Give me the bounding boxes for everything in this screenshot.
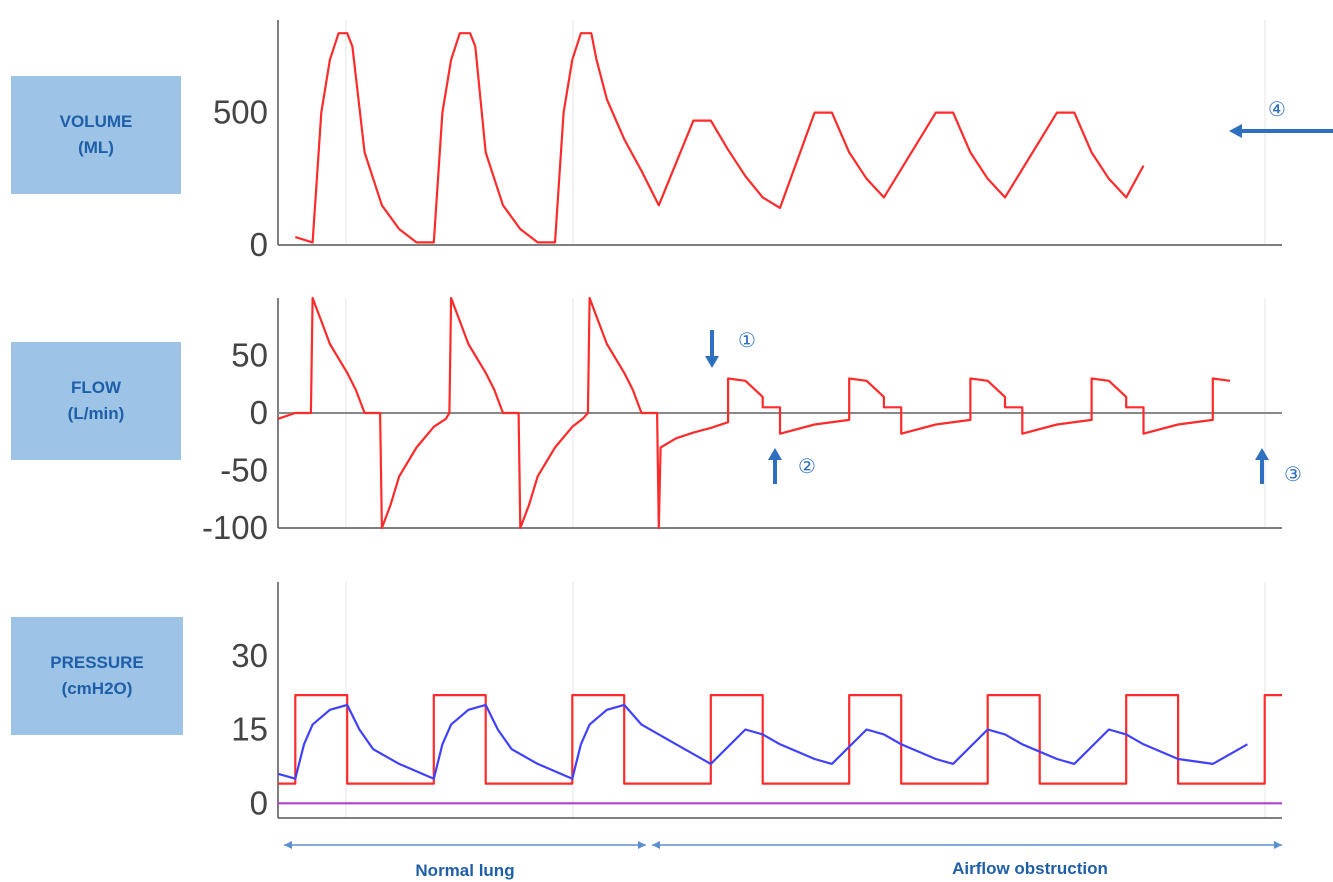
flow-label-line1: FLOW — [70, 377, 122, 397]
airflow-obstruction-label: Airflow obstruction — [952, 859, 1108, 878]
volume-label-box: VOLUME (ML) — [11, 76, 181, 194]
annotation-4: ④ — [1229, 97, 1333, 138]
flow-tick-label: 0 — [250, 394, 268, 431]
pressure-series-line-1 — [277, 703, 1248, 780]
annotation-2: ② — [768, 448, 816, 484]
pressure-tick-label: 15 — [231, 711, 268, 748]
flow-label-box: FLOW (L/min) — [11, 342, 181, 460]
annotation-1-label: ① — [738, 328, 756, 352]
volume-tick-label: 0 — [250, 226, 268, 263]
annotation-3: ③ — [1255, 448, 1302, 486]
pressure-label-line2: (cmH2O) — [61, 679, 133, 698]
annotation-3-label: ③ — [1284, 462, 1302, 486]
pressure-label-box: PRESSURE (cmH2O) — [11, 617, 183, 735]
volume-series-line-0 — [294, 32, 1145, 244]
series-layer — [277, 32, 1282, 805]
annotation-1: ① — [705, 328, 756, 368]
flow-tick-label: -100 — [202, 509, 268, 546]
normal-lung-label: Normal lung — [415, 861, 514, 880]
pressure-series-line-0 — [278, 694, 1282, 785]
volume-label-line2: (ML) — [78, 138, 114, 157]
annotation-4-label: ④ — [1268, 97, 1286, 121]
volume-tick-label: 500 — [213, 94, 268, 131]
pressure-tick-label: 30 — [231, 637, 268, 674]
volume-label-line1: VOLUME — [59, 111, 133, 131]
annotation-2-label: ② — [798, 454, 816, 478]
flow-tick-label: -50 — [220, 452, 268, 489]
normal-lung-range: Normal lung — [284, 841, 646, 880]
flow-tick-label: 50 — [231, 337, 268, 374]
flow-label-line2: (L/min) — [67, 404, 125, 423]
pressure-tick-label: 0 — [250, 784, 268, 821]
pressure-label-line1: PRESSURE — [50, 652, 144, 672]
flow-series-line-0 — [277, 296, 1231, 530]
airflow-obstruction-range: Airflow obstruction — [652, 841, 1282, 878]
